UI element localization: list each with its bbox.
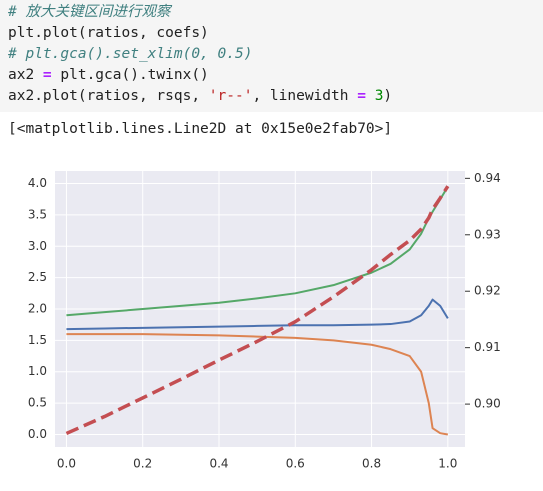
- series-line: [65, 185, 450, 436]
- y2-tick-label: 0.93: [474, 227, 501, 241]
- x-tick-label: 0.0: [57, 457, 76, 471]
- code-token: ax2.plot(ratios, rsqs,: [8, 88, 209, 104]
- code-token: plt.plot(ratios, coefs): [8, 25, 209, 41]
- code-line: # plt.gca().set_xlim(0, 0.5): [0, 44, 543, 65]
- code-line: ax2 = plt.gca().twinx(): [0, 65, 543, 86]
- y-tick-label: 3.5: [28, 207, 47, 221]
- x-tick-label: 0.6: [286, 457, 305, 471]
- y-tick-label: 2.5: [28, 270, 47, 284]
- x-tick-label: 0.2: [133, 457, 152, 471]
- code-token: plt.gca().twinx(): [51, 67, 209, 83]
- code-line: ax2.plot(ratios, rsqs, 'r--', linewidth …: [0, 86, 543, 107]
- y2-tick-label: 0.92: [474, 284, 501, 298]
- code-token: # plt.gca().set_xlim(0, 0.5): [8, 46, 253, 62]
- x-tick-label: 1.0: [438, 457, 457, 471]
- y-tick-label: 0.5: [28, 396, 47, 410]
- y-tick-label: 1.0: [28, 364, 47, 378]
- code-token: , linewidth: [252, 88, 358, 104]
- code-token: =: [357, 88, 366, 104]
- series-line: [66, 298, 449, 331]
- x-tick-label: 0.4: [209, 457, 228, 471]
- y-tick-label: 0.0: [28, 427, 47, 441]
- code-token: ): [383, 88, 393, 104]
- code-token: 'r--': [208, 88, 253, 104]
- code-token: # 放大关键区间进行观察: [8, 4, 171, 20]
- cell-output: [<matplotlib.lines.Line2D at 0x15e0e2fab…: [8, 121, 393, 137]
- code-line: # 放大关键区间进行观察: [0, 2, 543, 23]
- y-tick-label: 1.5: [28, 333, 47, 347]
- y-tick-label: 2.0: [28, 302, 47, 316]
- code-token: ax2: [8, 67, 43, 83]
- code-line: plt.plot(ratios, coefs): [0, 23, 543, 44]
- x-tick-label: 0.8: [362, 457, 381, 471]
- y2-tick-label: 0.91: [474, 340, 501, 354]
- y2-tick-label: 0.94: [474, 171, 501, 185]
- series-line: [66, 333, 448, 436]
- y-tick-label: 3.0: [28, 239, 47, 253]
- y2-tick-label: 0.90: [474, 397, 501, 411]
- y-tick-label: 4.0: [28, 176, 47, 190]
- code-token: 3: [374, 88, 384, 104]
- code-token: =: [42, 67, 52, 83]
- code-cell[interactable]: # 放大关键区间进行观察 plt.plot(ratios, coefs) # p…: [0, 0, 543, 112]
